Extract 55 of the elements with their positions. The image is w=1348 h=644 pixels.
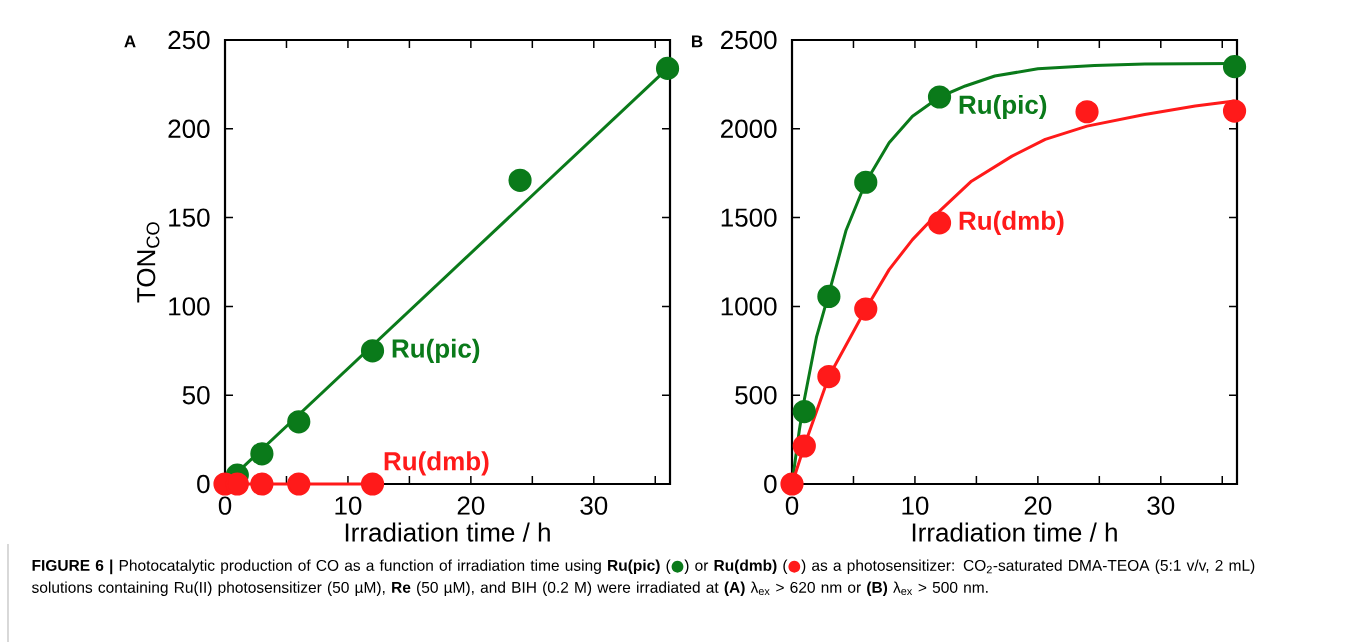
point bbox=[1075, 100, 1099, 124]
point bbox=[250, 442, 274, 466]
y-tick-label: 50 bbox=[182, 385, 210, 405]
point bbox=[817, 364, 841, 389]
text: ● bbox=[788, 560, 801, 573]
point bbox=[287, 410, 311, 434]
y-tick-label: 150 bbox=[169, 208, 210, 227]
point bbox=[1222, 55, 1247, 79]
y-tick-label: 0 bbox=[197, 474, 210, 494]
legend-label: Ru(pic) bbox=[959, 94, 1047, 120]
point bbox=[854, 170, 878, 194]
point bbox=[792, 399, 816, 424]
point bbox=[792, 434, 816, 458]
point bbox=[655, 56, 680, 81]
y-axis-title: TON$_{CO}$ bbox=[136, 222, 160, 303]
series-label: Ru(dmb) bbox=[384, 451, 489, 476]
text: A bbox=[124, 35, 136, 48]
text: FIGURE 6 | Photocatalytic production of CO as a function of irradiation time using Ru(pic) ( bbox=[32, 559, 671, 575]
x-axis-title: Irradiation time / h bbox=[345, 522, 550, 542]
x-tick-label: 30 bbox=[1147, 496, 1175, 515]
point bbox=[780, 472, 804, 496]
point bbox=[508, 168, 532, 192]
text: ● bbox=[671, 560, 684, 573]
point bbox=[360, 339, 385, 363]
point bbox=[250, 472, 274, 496]
point bbox=[360, 472, 385, 496]
point bbox=[854, 297, 878, 321]
text: ) or Ru(dmb) ( bbox=[684, 559, 788, 574]
text: solutions containing Ru(II) photosensitizer (50 µM), Re (50 µM), and BIH (0.2 M) were irradiated at (A) λ$_{ex}$ > 620 nm or (B) λ$_{ex}$ > 500 nm. bbox=[31, 581, 988, 596]
y-tick-label: 0 bbox=[764, 474, 777, 494]
x-axis-title: Irradiation time / h bbox=[912, 522, 1117, 542]
x-tick-label: 0 bbox=[218, 496, 232, 515]
y-tick-label: 250 bbox=[168, 30, 210, 50]
y-tick-label: 1500 bbox=[721, 208, 777, 227]
x-tick-label: 30 bbox=[580, 496, 608, 515]
y-tick-label: 200 bbox=[168, 119, 210, 138]
text: ) as a photosensitizer: CO$_{2}$-saturated DMA-TEOA (5:1 v/v, 2 mL) bbox=[801, 559, 1255, 574]
y-tick-label: 2500 bbox=[721, 30, 777, 50]
y-tick-label: 500 bbox=[735, 385, 777, 405]
legend-label: Ru(pic) bbox=[392, 338, 480, 363]
x-tick-label: 0 bbox=[785, 496, 799, 515]
y-tick-label: 100 bbox=[169, 297, 210, 316]
legend-label: Ru(dmb) bbox=[959, 210, 1064, 236]
text: B bbox=[692, 35, 703, 48]
x-tick-label: 20 bbox=[1024, 496, 1052, 515]
point bbox=[927, 211, 952, 235]
x-tick-label: 20 bbox=[457, 496, 485, 515]
point bbox=[1222, 99, 1247, 123]
point bbox=[927, 85, 952, 109]
point bbox=[287, 472, 311, 496]
y-tick-label: 1000 bbox=[721, 297, 777, 316]
y-tick-label: 2000 bbox=[721, 119, 777, 138]
x-tick-label: 10 bbox=[335, 496, 362, 515]
point bbox=[817, 284, 841, 309]
x-tick-label: 10 bbox=[902, 496, 929, 515]
